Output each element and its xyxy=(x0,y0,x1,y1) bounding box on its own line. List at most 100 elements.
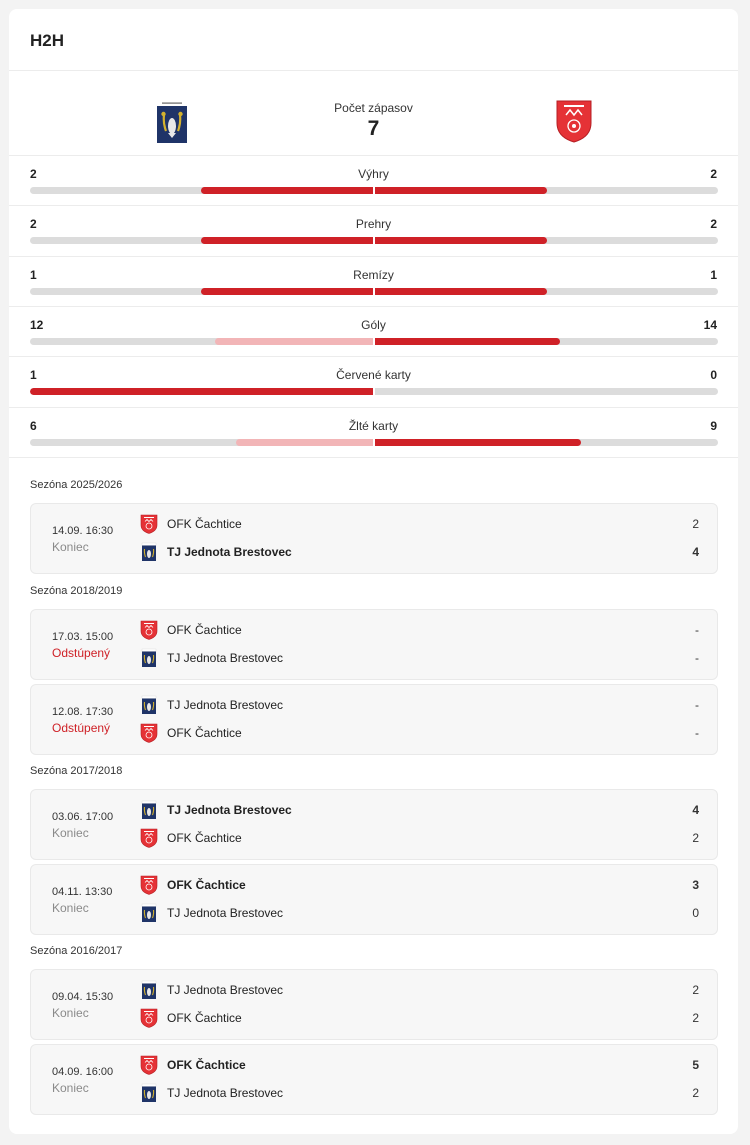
stat-label: Góly xyxy=(361,317,386,332)
stat-home-value: 2 xyxy=(30,167,37,181)
season-title: Sezóna 2018/2019 xyxy=(30,585,123,597)
match-status: Koniec xyxy=(52,826,89,840)
stat-home-value: 12 xyxy=(30,317,44,332)
page-title: H2H xyxy=(30,31,65,50)
stat-row: 12 Góly 14 xyxy=(9,305,738,356)
season-title: Sezóna 2016/2017 xyxy=(30,945,123,957)
match-card[interactable]: 17.03. 15:00 Odstúpený OFK Čachtice - TJ Jed… xyxy=(30,609,718,680)
match-card[interactable]: 14.09. 16:30 Koniec OFK Čachtice 2 TJ Jednot… xyxy=(30,503,718,574)
stat-home-bar xyxy=(30,287,373,295)
team-score: 0 xyxy=(692,906,699,920)
teams-header: Počet zápasov 7 xyxy=(9,71,738,155)
match-card[interactable]: 04.11. 13:30 Koniec OFK Čachtice 3 TJ Jednot… xyxy=(30,864,718,935)
season-title: Sezóna 2025/2026 xyxy=(30,479,123,491)
stat-row: 1 Červené karty 0 xyxy=(9,356,738,406)
team-name: OFK Čachtice xyxy=(167,831,242,845)
cachtice-logo xyxy=(140,620,158,640)
team-score: 2 xyxy=(692,1086,699,1100)
stat-home-value: 1 xyxy=(30,267,37,282)
stat-home-bar xyxy=(30,237,373,245)
team-score: 4 xyxy=(692,803,699,817)
brestovec-logo xyxy=(141,1083,157,1102)
team-score: 4 xyxy=(692,545,699,559)
match-status: Koniec xyxy=(52,540,89,554)
team-row: OFK Čachtice 2 xyxy=(139,828,699,848)
match-card[interactable]: 04.09. 16:00 Koniec OFK Čachtice 5 TJ Jednot… xyxy=(30,1044,718,1115)
stat-home-fill xyxy=(201,237,373,245)
cachtice-logo xyxy=(556,100,592,143)
stat-label: Výhry xyxy=(358,167,389,181)
divider xyxy=(9,456,738,458)
team-name: TJ Jednota Brestovec xyxy=(167,698,284,712)
team-name: OFK Čachtice xyxy=(167,1011,242,1025)
stat-away-bar xyxy=(375,438,718,446)
team-row: TJ Jednota Brestovec 4 xyxy=(139,542,699,562)
team-name: OFK Čachtice xyxy=(167,517,242,531)
divider xyxy=(9,70,738,71)
team-name: OFK Čachtice xyxy=(167,726,242,740)
team-row: TJ Jednota Brestovec - xyxy=(139,695,699,715)
team-row: TJ Jednota Brestovec 4 xyxy=(139,800,699,820)
team-name: OFK Čachtice xyxy=(167,878,246,892)
brestovec-logo xyxy=(141,980,157,999)
team-row: OFK Čachtice 3 xyxy=(139,875,699,895)
stat-away-bar xyxy=(375,337,718,345)
stat-away-value: 1 xyxy=(710,267,717,282)
team-score: - xyxy=(695,623,699,637)
stat-home-value: 6 xyxy=(30,418,37,433)
cachtice-logo xyxy=(140,875,158,895)
cachtice-logo xyxy=(140,1055,158,1075)
team-name: OFK Čachtice xyxy=(167,623,242,637)
stat-home-value: 1 xyxy=(30,368,37,383)
stat-label: Červené karty xyxy=(336,368,411,383)
match-status: Koniec xyxy=(52,901,89,915)
match-date: 12.08. 17:30 xyxy=(52,706,114,718)
brestovec-logo xyxy=(141,903,157,922)
stat-away-value: 2 xyxy=(710,167,717,181)
stat-away-value: 2 xyxy=(710,217,717,232)
team-row: TJ Jednota Brestovec 2 xyxy=(139,980,699,1000)
stat-label: Žlté karty xyxy=(348,418,399,433)
team-name: TJ Jednota Brestovec xyxy=(167,545,292,559)
team-score: 2 xyxy=(692,517,699,531)
team-row: OFK Čachtice 2 xyxy=(139,514,699,534)
stat-home-bar xyxy=(30,187,373,194)
stat-away-bar xyxy=(375,187,718,194)
match-count-value: 7 xyxy=(367,117,380,140)
season-title: Sezóna 2017/2018 xyxy=(30,765,123,777)
team-row: TJ Jednota Brestovec - xyxy=(139,648,699,668)
match-card[interactable]: 09.04. 15:30 Koniec TJ Jednota Brestovec 2 O… xyxy=(30,969,718,1040)
stat-home-value: 2 xyxy=(30,217,37,232)
match-status: Koniec xyxy=(52,1006,89,1020)
team-row: OFK Čachtice - xyxy=(139,620,699,640)
match-date: 14.09. 16:30 xyxy=(52,525,114,537)
team-score: 2 xyxy=(692,831,699,845)
brestovec-logo xyxy=(141,542,157,561)
team-score: 2 xyxy=(692,983,699,997)
team-row: OFK Čachtice - xyxy=(139,723,699,743)
stat-away-value: 9 xyxy=(710,418,717,433)
team-score: - xyxy=(695,651,699,665)
match-status: Odstúpený xyxy=(52,721,111,735)
team-row: OFK Čachtice 5 xyxy=(139,1055,699,1075)
team-name: TJ Jednota Brestovec xyxy=(167,983,284,997)
match-count-label: Počet zápasov xyxy=(334,101,413,115)
match-date: 09.04. 15:30 xyxy=(52,991,114,1003)
team-name: OFK Čachtice xyxy=(167,1058,246,1072)
match-card[interactable]: 03.06. 17:00 Koniec TJ Jednota Brestovec 4 O… xyxy=(30,789,718,860)
team-row: TJ Jednota Brestovec 2 xyxy=(139,1083,699,1103)
cachtice-logo xyxy=(140,1008,158,1028)
team-name: TJ Jednota Brestovec xyxy=(167,906,284,920)
team-score: - xyxy=(695,726,699,740)
stat-row: 2 Výhry 2 xyxy=(9,155,738,205)
match-date: 04.11. 13:30 xyxy=(52,886,113,898)
stat-home-fill xyxy=(201,287,373,295)
match-card[interactable]: 12.08. 17:30 Odstúpený TJ Jednota Brestove… xyxy=(30,684,718,755)
stat-home-bar xyxy=(30,438,373,446)
team-score: - xyxy=(695,698,699,712)
stat-home-fill xyxy=(215,337,373,345)
brestovec-logo xyxy=(141,800,157,819)
team-score: 5 xyxy=(692,1058,699,1072)
stat-away-value: 0 xyxy=(710,368,717,383)
stat-away-fill xyxy=(375,438,581,446)
